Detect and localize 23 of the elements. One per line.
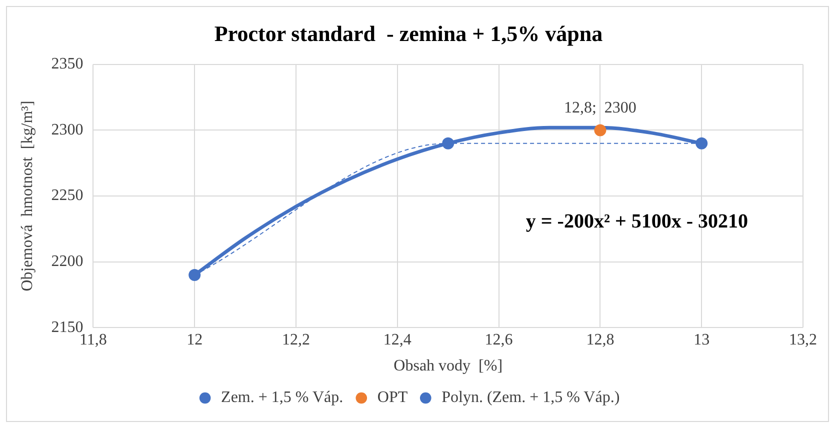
y-tick-label: 2200 (51, 253, 84, 270)
y-tick-label: 2300 (51, 121, 84, 138)
legend-label: Zem. + 1,5 % Váp. (221, 389, 344, 406)
point (594, 124, 606, 136)
point (188, 268, 201, 281)
y-axis-title: Objemová hmotnost [kg/m³] (18, 100, 36, 292)
chart-title: Proctor standard - zemina + 1,5% vápna (214, 20, 603, 46)
point (696, 137, 708, 150)
legend-label: Polyn. (Zem. + 1,5 % Váp.) (442, 389, 620, 406)
annotation: y = -200x² + 5100x - 30210 (526, 210, 748, 232)
legend-label: OPT (377, 389, 408, 406)
y-tick-label: 2350 (51, 56, 84, 73)
x-axis-title: Obsah vody [%] (394, 358, 503, 375)
x-tick-label: 12,2 (282, 331, 310, 348)
x-tick-label: 13 (694, 331, 710, 348)
x-tick-label: 12,6 (484, 331, 513, 348)
x-tick-label: 13,2 (789, 331, 817, 348)
x-tick-label: 12 (186, 331, 203, 348)
x-tick-label: 12,4 (383, 331, 412, 348)
point (442, 137, 454, 150)
data-label: 12,8; 2300 (564, 99, 636, 116)
y-tick-label: 2250 (51, 187, 84, 204)
x-tick-label: 12,8 (586, 331, 614, 348)
